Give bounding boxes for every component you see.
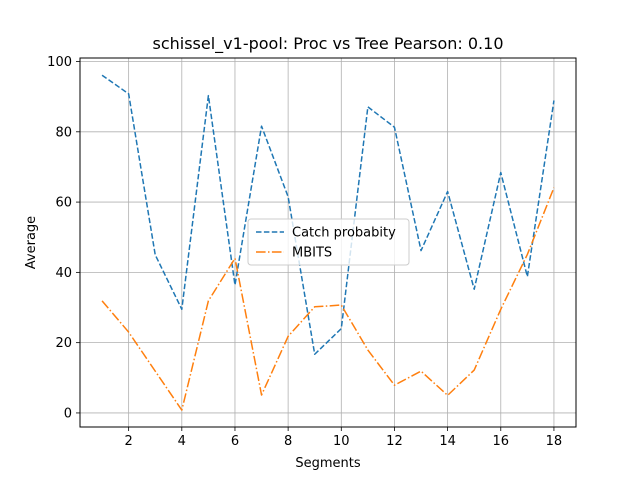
y-tick-label: 40 — [55, 266, 72, 281]
x-tick-label: 18 — [546, 434, 563, 449]
y-tick-label: 80 — [55, 125, 72, 140]
x-axis-label: Segments — [295, 456, 361, 471]
x-tick-label: 16 — [493, 434, 510, 449]
x-tick-label: 14 — [439, 434, 456, 449]
x-tick-label: 12 — [386, 434, 403, 449]
x-tick-label: 10 — [333, 434, 350, 449]
series-line-1 — [101, 74, 555, 355]
series-line-2 — [101, 187, 555, 411]
x-tick-label: 4 — [178, 434, 186, 449]
x-tick-label: 6 — [231, 434, 239, 449]
axis-ticks: 2 4 6 8 10 12 14 16 18 0 20 40 60 80 100 — [47, 55, 562, 449]
legend-box — [247, 218, 410, 266]
legend: Catch probabity MBITS — [247, 218, 410, 266]
y-tick-label: 0 — [64, 406, 72, 421]
series-lines — [101, 74, 555, 411]
y-tick-label: 100 — [47, 55, 72, 70]
y-tick-label: 60 — [55, 196, 72, 211]
legend-label: Catch probabity — [292, 226, 396, 241]
grid-lines — [80, 58, 576, 427]
y-axis-label: Average — [24, 216, 39, 269]
plot-frame — [79, 57, 577, 428]
legend-label: MBITS — [292, 246, 332, 261]
chart-title: schissel_v1-pool: Proc vs Tree Pearson: … — [152, 34, 503, 54]
x-tick-label: 2 — [125, 434, 133, 449]
y-tick-label: 20 — [55, 336, 72, 351]
x-tick-label: 8 — [284, 434, 292, 449]
